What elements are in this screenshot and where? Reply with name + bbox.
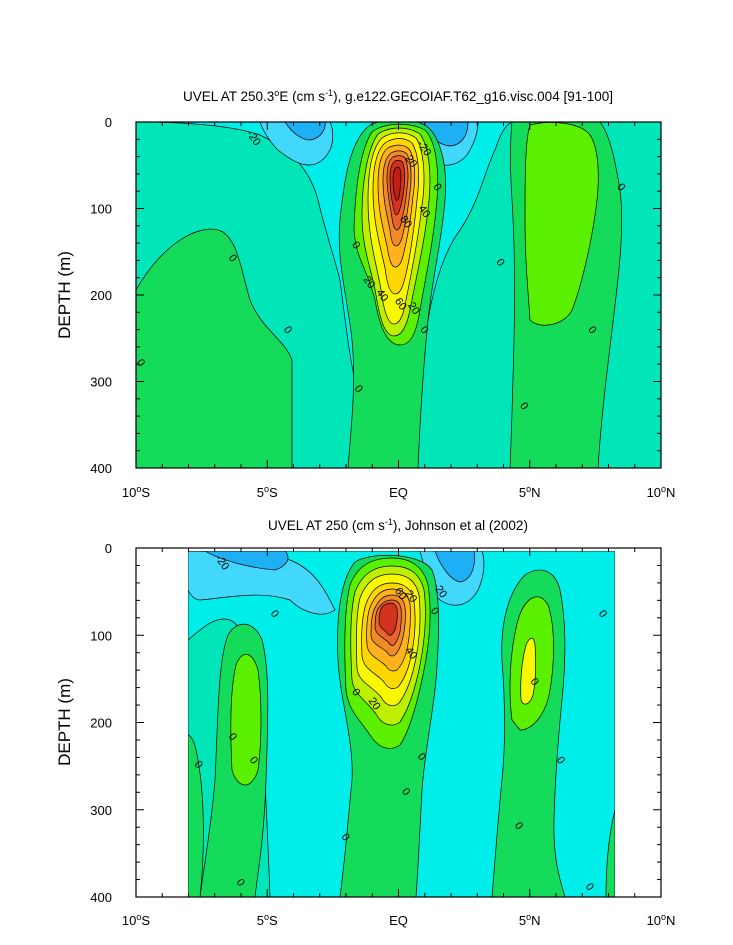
- y-tick-label: 100: [90, 628, 112, 643]
- contour-label: 40: [402, 645, 419, 662]
- contour-band-90-jet: [378, 602, 398, 636]
- contour-label: 0: [585, 324, 598, 336]
- contour-label: 20: [402, 153, 419, 170]
- contour-label: 0: [192, 759, 205, 771]
- contour-label: 0: [226, 252, 239, 264]
- contour-label: 0: [417, 324, 430, 336]
- bottom-contour-field: [188, 551, 615, 897]
- contour-label: 0: [428, 605, 441, 617]
- x-tick-label: 10oS: [122, 912, 150, 928]
- y-tick-label: 100: [90, 202, 112, 217]
- contour-label: 40: [374, 287, 391, 304]
- bottom-x-tick-labels: 10oS 5oS EQ 5oN 10oN: [122, 912, 676, 928]
- top-title: UVEL AT 250.3oE (cm s-1), g.e122.GECOIAF…: [183, 88, 613, 104]
- x-tick-label: 5oN: [519, 912, 541, 928]
- contour-label: 0: [430, 181, 443, 193]
- bottom-panel: UVEL AT 250 (cm s-1), Johnson et al (200…: [55, 517, 675, 928]
- contour-label: 0: [596, 608, 609, 620]
- contour-label: 0: [493, 257, 506, 269]
- contour-label: 0: [226, 731, 239, 743]
- contour-band-10-corner: [605, 809, 615, 897]
- contour-label: 20: [360, 274, 377, 291]
- y-tick-label: 200: [90, 716, 112, 731]
- y-tick-label: 200: [90, 288, 112, 303]
- top-x-tick-labels: 10oS 5oS EQ 5oN 10oN: [122, 484, 676, 500]
- bottom-title: UVEL AT 250 (cm s-1), Johnson et al (200…: [268, 517, 528, 533]
- top-y-tick-labels: 0 100 200 300 400: [90, 115, 112, 476]
- contour-band-neg30-east: [434, 551, 475, 583]
- x-tick-label: 5oN: [519, 484, 541, 500]
- contour-band-10: [136, 228, 293, 468]
- contour-label: 20: [402, 588, 419, 605]
- contour-band-neg30-west: [284, 122, 326, 141]
- contour-label: 60: [392, 296, 409, 313]
- contour-band-100-jet: [392, 166, 402, 201]
- contour-label: 0: [528, 676, 541, 688]
- x-tick-label: 10oN: [647, 484, 676, 500]
- contour-label: 0: [352, 383, 365, 395]
- y-tick-label: 300: [90, 375, 112, 390]
- contour-label: 60: [392, 585, 409, 602]
- y-tick-label: 0: [105, 541, 112, 556]
- x-tick-label: EQ: [389, 485, 408, 500]
- contour-label: 0: [554, 755, 567, 767]
- y-tick-label: 400: [90, 890, 112, 905]
- contour-label: 0: [234, 877, 247, 889]
- contour-label: 40: [416, 203, 433, 220]
- contour-band-40-east: [520, 637, 536, 705]
- contour-label: 0: [134, 357, 147, 369]
- top-panel: UVEL AT 250.3oE (cm s-1), g.e122.GECOIAF…: [55, 88, 675, 500]
- contour-band-20-west: [230, 654, 262, 786]
- contour-label: 0: [512, 820, 525, 832]
- contour-label: 0: [349, 239, 362, 251]
- contour-label: 20: [405, 300, 422, 317]
- contour-label: 0: [349, 687, 362, 699]
- contour-label: 0: [339, 831, 352, 843]
- x-tick-label: EQ: [389, 913, 408, 928]
- contour-label: 0: [399, 786, 412, 798]
- contour-label: 0: [268, 608, 281, 620]
- bottom-y-tick-labels: 0 100 200 300 400: [90, 541, 112, 905]
- y-tick-label: 300: [90, 803, 112, 818]
- contour-label: 20: [366, 695, 383, 712]
- contour-label: 0: [247, 755, 260, 767]
- contour-label: 0: [583, 881, 596, 893]
- contour-band-10-edge: [188, 734, 204, 897]
- bottom-axis-ticks: [135, 547, 662, 898]
- top-contour-field: [136, 122, 661, 468]
- x-tick-label: 5oS: [257, 912, 278, 928]
- contour-label: 0: [614, 181, 627, 193]
- y-tick-label: 400: [90, 461, 112, 476]
- bottom-y-axis-label: DEPTH (m): [55, 678, 74, 766]
- contour-label: 0: [517, 400, 530, 412]
- contour-band-20-east: [524, 122, 599, 326]
- top-axis-ticks: [135, 121, 662, 469]
- contour-label: 0: [281, 324, 294, 336]
- x-tick-label: 10oN: [647, 912, 676, 928]
- x-tick-label: 5oS: [257, 484, 278, 500]
- top-y-axis-label: DEPTH (m): [55, 251, 74, 339]
- y-tick-label: 0: [105, 115, 112, 130]
- contour-label: 80: [397, 214, 414, 231]
- contour-label: 0: [415, 751, 428, 763]
- x-tick-label: 10oS: [122, 484, 150, 500]
